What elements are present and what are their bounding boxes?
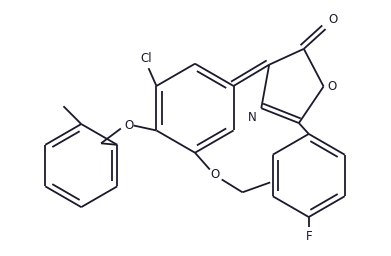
Text: F: F [305, 230, 312, 243]
Text: O: O [328, 13, 338, 26]
Text: Cl: Cl [141, 52, 152, 65]
Text: O: O [210, 168, 219, 181]
Text: O: O [328, 80, 337, 93]
Text: O: O [124, 119, 133, 132]
Text: N: N [248, 111, 256, 124]
